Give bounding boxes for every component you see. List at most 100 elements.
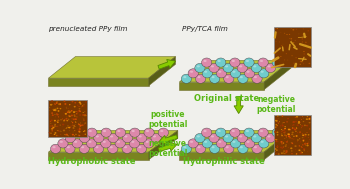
Ellipse shape bbox=[61, 119, 62, 120]
Ellipse shape bbox=[52, 127, 54, 129]
Ellipse shape bbox=[64, 134, 65, 135]
Ellipse shape bbox=[267, 65, 271, 67]
Ellipse shape bbox=[296, 29, 297, 30]
Ellipse shape bbox=[302, 34, 303, 35]
Ellipse shape bbox=[63, 101, 65, 102]
Ellipse shape bbox=[87, 128, 97, 137]
Ellipse shape bbox=[275, 127, 276, 128]
Ellipse shape bbox=[246, 71, 250, 73]
Ellipse shape bbox=[287, 118, 289, 119]
Ellipse shape bbox=[87, 145, 96, 147]
Ellipse shape bbox=[289, 129, 291, 130]
Ellipse shape bbox=[57, 130, 58, 131]
Ellipse shape bbox=[52, 127, 55, 129]
Ellipse shape bbox=[130, 128, 140, 137]
Ellipse shape bbox=[79, 110, 80, 111]
Ellipse shape bbox=[225, 146, 229, 148]
Ellipse shape bbox=[62, 124, 64, 125]
Ellipse shape bbox=[87, 134, 97, 137]
Ellipse shape bbox=[115, 139, 125, 148]
Ellipse shape bbox=[153, 135, 156, 137]
Ellipse shape bbox=[61, 131, 62, 132]
Ellipse shape bbox=[254, 76, 257, 78]
Ellipse shape bbox=[79, 103, 80, 104]
Ellipse shape bbox=[59, 103, 61, 105]
Polygon shape bbox=[148, 57, 176, 86]
Ellipse shape bbox=[54, 103, 55, 104]
Ellipse shape bbox=[71, 121, 72, 122]
Ellipse shape bbox=[74, 130, 78, 132]
Ellipse shape bbox=[277, 134, 279, 136]
Ellipse shape bbox=[275, 120, 278, 122]
Ellipse shape bbox=[282, 44, 284, 45]
Ellipse shape bbox=[74, 125, 75, 127]
Ellipse shape bbox=[72, 134, 74, 136]
Ellipse shape bbox=[69, 110, 70, 111]
Ellipse shape bbox=[71, 110, 73, 112]
Ellipse shape bbox=[251, 133, 261, 143]
Ellipse shape bbox=[299, 138, 300, 139]
Ellipse shape bbox=[303, 51, 304, 52]
Ellipse shape bbox=[290, 29, 291, 30]
Ellipse shape bbox=[260, 71, 264, 73]
Text: Original state: Original state bbox=[195, 94, 260, 103]
Ellipse shape bbox=[50, 121, 51, 122]
Ellipse shape bbox=[75, 115, 76, 116]
FancyArrow shape bbox=[159, 135, 177, 144]
Ellipse shape bbox=[224, 74, 234, 83]
Ellipse shape bbox=[203, 60, 206, 62]
Ellipse shape bbox=[190, 71, 193, 73]
Ellipse shape bbox=[101, 128, 111, 137]
Ellipse shape bbox=[49, 107, 50, 108]
Ellipse shape bbox=[89, 130, 92, 132]
Ellipse shape bbox=[291, 143, 293, 144]
Ellipse shape bbox=[79, 144, 89, 153]
Ellipse shape bbox=[197, 146, 201, 148]
Ellipse shape bbox=[74, 130, 75, 131]
Ellipse shape bbox=[68, 115, 69, 116]
Ellipse shape bbox=[272, 128, 282, 137]
Ellipse shape bbox=[266, 69, 275, 72]
FancyArrow shape bbox=[234, 97, 243, 114]
Ellipse shape bbox=[292, 29, 294, 31]
Ellipse shape bbox=[52, 146, 56, 148]
Ellipse shape bbox=[117, 141, 120, 143]
Ellipse shape bbox=[285, 128, 286, 129]
Ellipse shape bbox=[299, 145, 300, 146]
Ellipse shape bbox=[284, 131, 286, 132]
Ellipse shape bbox=[63, 112, 64, 113]
Ellipse shape bbox=[67, 135, 68, 136]
Ellipse shape bbox=[265, 133, 275, 143]
Ellipse shape bbox=[306, 125, 308, 126]
Ellipse shape bbox=[50, 125, 51, 127]
Ellipse shape bbox=[277, 115, 279, 116]
Bar bbox=[274, 27, 311, 67]
Ellipse shape bbox=[76, 117, 78, 118]
Ellipse shape bbox=[281, 148, 283, 149]
Ellipse shape bbox=[54, 124, 56, 125]
Ellipse shape bbox=[63, 129, 65, 131]
Ellipse shape bbox=[70, 126, 71, 127]
Ellipse shape bbox=[65, 150, 75, 153]
Ellipse shape bbox=[75, 126, 76, 127]
Ellipse shape bbox=[52, 115, 54, 116]
Ellipse shape bbox=[280, 49, 281, 50]
Ellipse shape bbox=[216, 58, 226, 67]
Ellipse shape bbox=[217, 145, 226, 147]
Ellipse shape bbox=[225, 65, 228, 67]
Ellipse shape bbox=[56, 114, 58, 115]
Ellipse shape bbox=[69, 116, 70, 117]
Ellipse shape bbox=[281, 45, 282, 46]
Ellipse shape bbox=[284, 135, 286, 136]
Ellipse shape bbox=[197, 76, 201, 78]
Ellipse shape bbox=[224, 80, 234, 83]
Ellipse shape bbox=[294, 129, 296, 130]
Ellipse shape bbox=[218, 130, 221, 132]
Ellipse shape bbox=[58, 104, 59, 105]
Ellipse shape bbox=[252, 139, 261, 142]
FancyArrow shape bbox=[158, 142, 177, 152]
Ellipse shape bbox=[304, 125, 306, 126]
Ellipse shape bbox=[303, 121, 304, 122]
Ellipse shape bbox=[84, 115, 86, 116]
Ellipse shape bbox=[300, 141, 301, 142]
